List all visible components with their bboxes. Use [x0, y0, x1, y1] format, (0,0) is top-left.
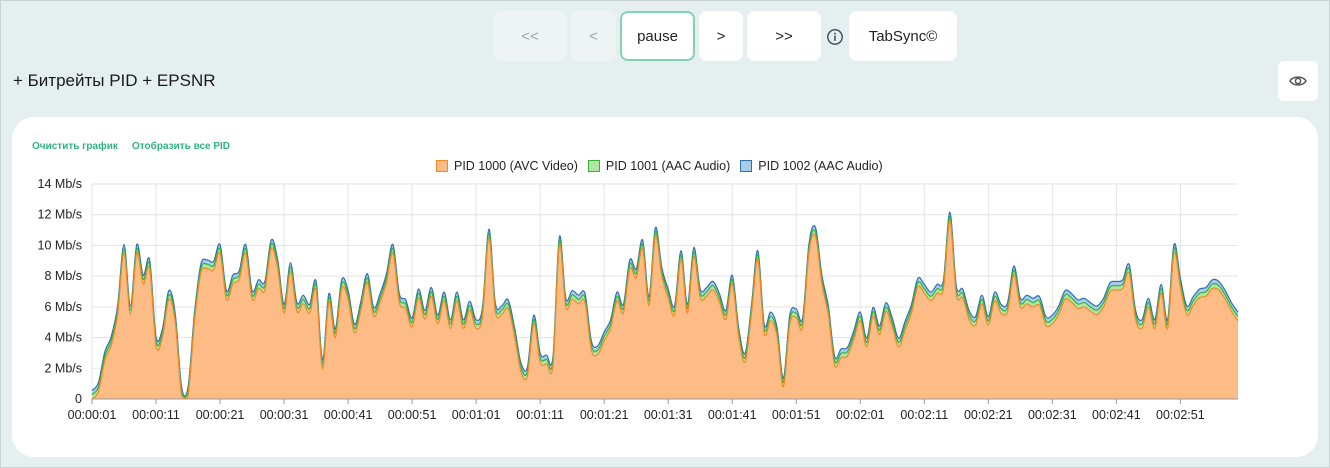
x-tick-label: 00:02:51	[1156, 408, 1205, 422]
series-line-1	[91, 215, 1239, 398]
y-tick-label: 14 Mb/s	[38, 177, 82, 191]
legend-label: PID 1000 (AVC Video)	[454, 159, 578, 173]
x-tick-label: 00:02:21	[964, 408, 1013, 422]
section-title[interactable]: + Битрейты PID + EPSNR	[13, 71, 216, 90]
x-tick-label: 00:02:41	[1092, 408, 1141, 422]
rewind-step-button[interactable]: <	[571, 11, 616, 61]
series-area-0	[92, 220, 1238, 399]
y-tick-label: 0	[75, 392, 82, 406]
chart-legend: PID 1000 (AVC Video) PID 1001 (AAC Audio…	[436, 157, 893, 175]
y-tick-label: 8 Mb/s	[44, 269, 82, 283]
x-tick-label: 00:00:41	[324, 408, 373, 422]
legend-label: PID 1001 (AAC Audio)	[605, 159, 731, 173]
bitrate-chart: 0 2 Mb/s 4 Mb/s 6 Mb/s 8 Mb/s 10 Mb/s 12 Mb/s 1…	[38, 177, 1239, 422]
series-line-2	[91, 211, 1239, 397]
x-tick-label: 00:01:51	[772, 408, 821, 422]
rewind-fast-button[interactable]: <<	[493, 11, 567, 61]
tabsync-button[interactable]: TabSync©	[849, 11, 957, 61]
eye-icon	[1289, 76, 1307, 86]
y-tick-label: 6 Mb/s	[44, 300, 82, 314]
legend-swatch	[740, 160, 753, 172]
x-tick-label: 00:01:41	[708, 408, 757, 422]
x-tick-label: 00:01:01	[452, 408, 501, 422]
legend-label: PID 1002 (AAC Audio)	[758, 159, 883, 173]
y-tick-label: 12 Mb/s	[38, 208, 82, 222]
x-tick-label: 00:00:21	[196, 408, 245, 422]
toggle-visibility-button[interactable]	[1278, 61, 1318, 101]
x-tick-label: 00:00:31	[260, 408, 309, 422]
legend-swatch	[436, 160, 448, 172]
legend-item-pid-1001[interactable]: PID 1001 (AAC Audio)	[587, 157, 731, 175]
chart-card: Очистить график Отобразить все PID PID 1…	[12, 117, 1318, 457]
y-tick-label: 4 Mb/s	[44, 331, 82, 345]
x-tick-label: 00:01:31	[644, 408, 693, 422]
x-tick-label: 00:01:11	[516, 408, 564, 422]
show-all-pid-link[interactable]: Отобразить все PID	[132, 141, 231, 152]
x-tick-label: 00:02:31	[1028, 408, 1077, 422]
info-circle-icon[interactable]	[826, 28, 844, 46]
clear-chart-link[interactable]: Очистить график	[32, 141, 118, 152]
forward-step-button[interactable]: >	[699, 11, 743, 61]
x-tick-label: 00:02:11	[900, 408, 948, 422]
legend-item-pid-1002[interactable]: PID 1002 (AAC Audio)	[740, 157, 883, 175]
forward-fast-button[interactable]: >>	[747, 11, 821, 61]
x-tick-label: 00:01:21	[580, 408, 629, 422]
x-tick-label: 00:00:01	[68, 408, 117, 422]
x-tick-label: 00:00:51	[388, 408, 437, 422]
pause-button[interactable]: pause	[620, 11, 695, 61]
x-tick-label: 00:00:11	[132, 408, 180, 422]
legend-swatch	[587, 160, 600, 172]
x-tick-label: 00:02:01	[836, 408, 885, 422]
y-tick-label: 2 Mb/s	[44, 361, 82, 375]
series-line-0	[91, 220, 1239, 400]
y-tick-label: 10 Mb/s	[38, 238, 82, 252]
legend-item-pid-1000[interactable]: PID 1000 (AVC Video)	[436, 157, 578, 175]
